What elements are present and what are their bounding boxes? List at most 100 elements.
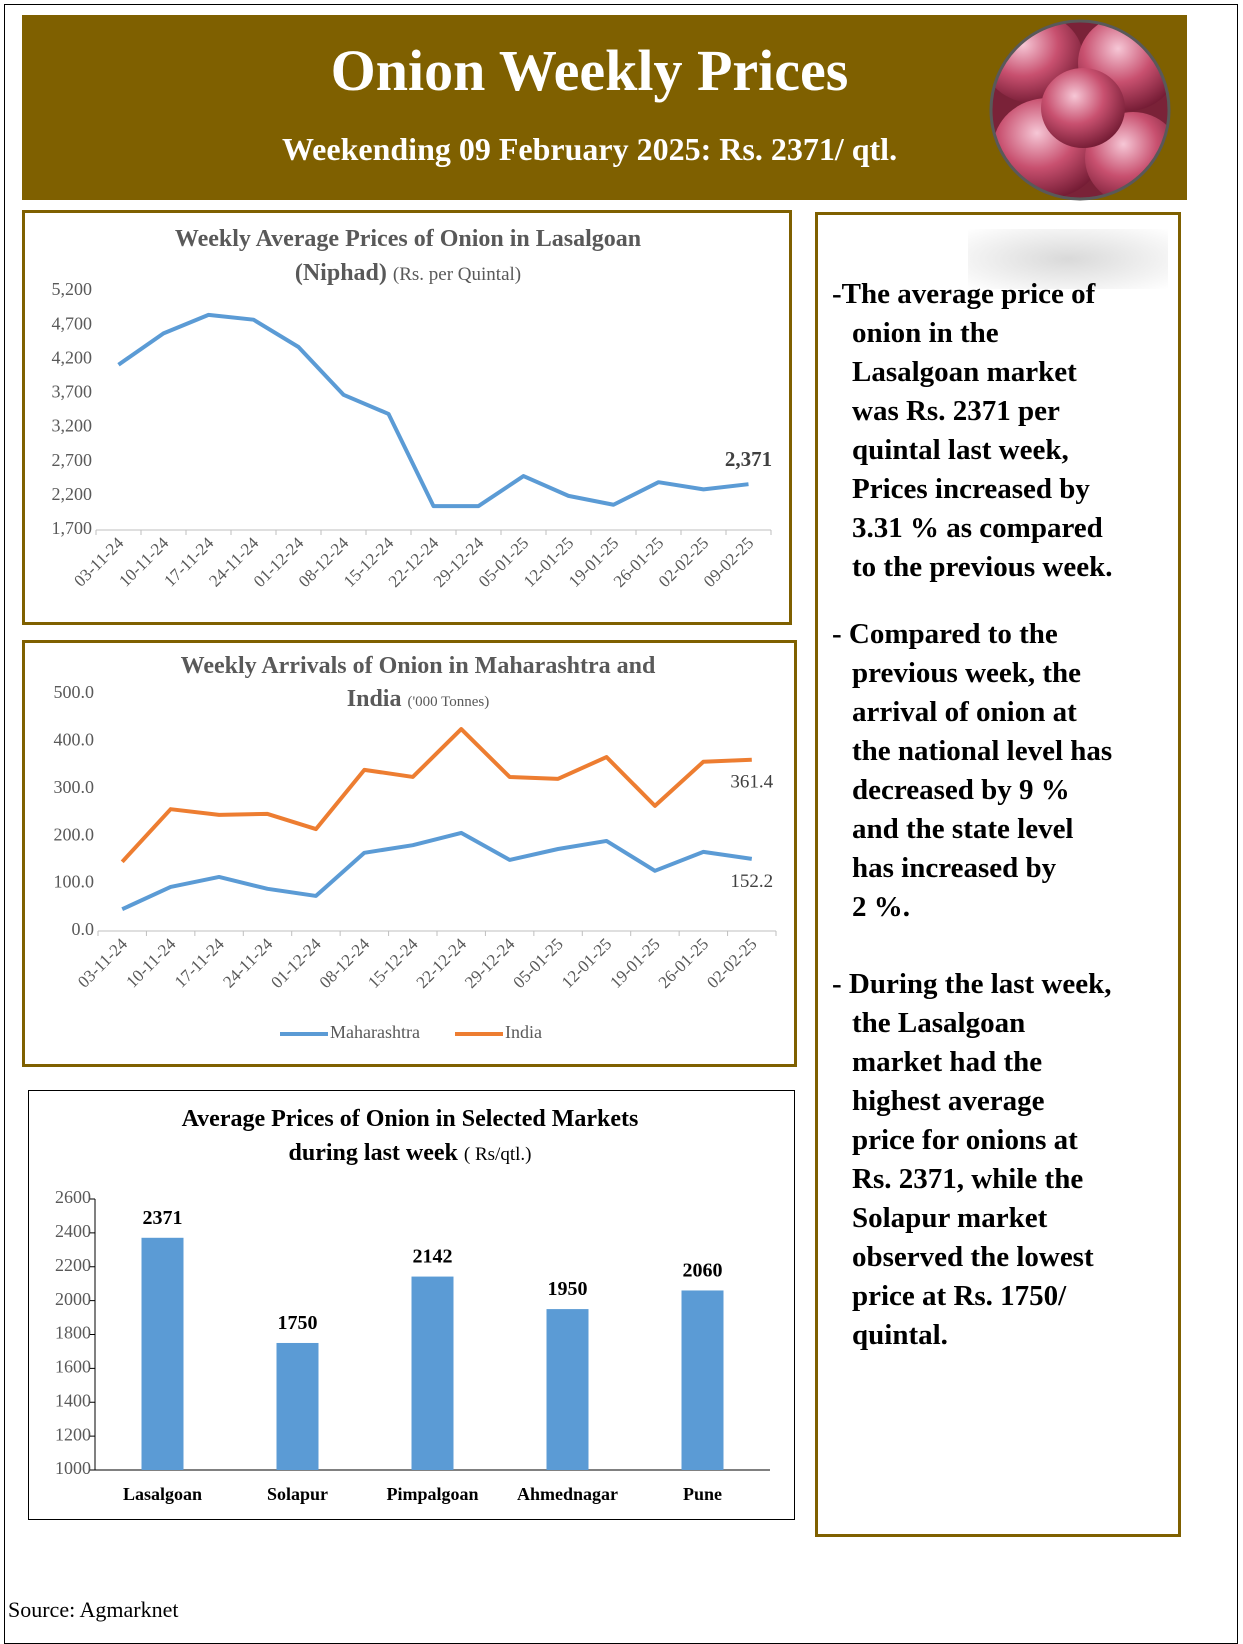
y-tick-label: 2,200 — [52, 484, 93, 504]
data-label: 2142 — [413, 1246, 453, 1268]
chart-subtitle: ( Rs/qtl.) — [464, 1144, 532, 1165]
data-label: 152.2 — [730, 871, 773, 892]
commentary-line: - During the last week, — [832, 965, 1112, 1004]
x-tick-label: 08-12-24 — [316, 934, 374, 992]
x-tick-label: 29-12-24 — [461, 934, 519, 992]
y-tick-label: 0.0 — [72, 919, 95, 939]
commentary-line: decreased by 9 % — [832, 771, 1112, 810]
line-series — [122, 833, 752, 909]
y-tick-label: 300.0 — [54, 777, 95, 797]
chart-title: Weekly Arrivals of Onion in Maharashtra … — [181, 653, 656, 679]
y-tick-label: 400.0 — [54, 730, 95, 750]
commentary-line: - Compared to the — [832, 615, 1112, 654]
y-tick-label: 1800 — [55, 1323, 91, 1343]
page: Onion Weekly Prices Weekending 09 Februa… — [0, 0, 1243, 1629]
chart-subtitle: (Rs. per Quintal) — [393, 264, 521, 285]
line-series — [119, 315, 749, 506]
chart-title-line: India — [347, 686, 402, 712]
chart-title: India ('000 Tonnes) — [347, 686, 490, 712]
y-tick-label: 100.0 — [54, 872, 95, 892]
data-label: 2060 — [683, 1259, 723, 1281]
data-label: 2371 — [143, 1207, 183, 1229]
commentary-line: Lasalgoan market — [832, 353, 1112, 392]
header-subtitle-text: Weekending 09 February 2025: Rs. 2371/ q… — [282, 131, 897, 167]
legend-label: Maharashtra — [330, 1022, 420, 1042]
commentary-line: observed the lowest — [832, 1238, 1112, 1277]
header-title-text: Onion Weekly Prices — [331, 38, 849, 103]
x-tick-label: Pune — [683, 1484, 722, 1504]
y-tick-label: 2600 — [55, 1187, 91, 1207]
y-tick-label: 1600 — [55, 1357, 91, 1377]
x-tick-label: 01-12-24 — [267, 934, 325, 992]
commentary-line: -The average price of — [832, 275, 1112, 314]
chart-title: (Niphad) (Rs. per Quintal) — [295, 260, 521, 286]
commentary-line: Prices increased by — [832, 470, 1112, 509]
y-tick-label: 4,200 — [52, 347, 93, 367]
bar — [547, 1309, 589, 1470]
x-tick-label: 24-11-24 — [219, 934, 276, 991]
x-tick-label: 09-02-25 — [700, 533, 758, 591]
x-tick-label: 15-12-24 — [364, 934, 422, 992]
y-tick-label: 1000 — [55, 1458, 91, 1478]
commentary-line: the national level has — [832, 732, 1112, 771]
legend-label: India — [505, 1022, 542, 1042]
chart-frame: Weekly Average Prices of Onion in Lasalg… — [22, 210, 792, 625]
x-tick-label: 10-11-24 — [122, 934, 179, 991]
commentary-line: 2 %. — [832, 888, 1112, 927]
x-tick-label: 03-11-24 — [74, 934, 131, 991]
chart-subtitle: ('000 Tonnes) — [407, 694, 489, 710]
y-tick-label: 3,700 — [52, 382, 93, 402]
chart-title-line: (Niphad) — [295, 260, 387, 286]
commentary-line: to the previous week. — [832, 548, 1112, 587]
commentary-line: has increased by — [832, 849, 1112, 888]
commentary-line: price for onions at — [832, 1121, 1112, 1160]
commentary-line: highest average — [832, 1082, 1112, 1121]
commentary-line: quintal. — [832, 1316, 1112, 1355]
y-tick-label: 5,200 — [52, 279, 93, 299]
commentary-line: Solapur market — [832, 1199, 1112, 1238]
commentary-line: market had the — [832, 1043, 1112, 1082]
x-tick-label: 17-11-24 — [171, 934, 228, 991]
chart-title: Average Prices of Onion in Selected Mark… — [182, 1106, 639, 1132]
commentary-line: arrival of onion at — [832, 693, 1112, 732]
x-tick-label: 19-01-25 — [606, 934, 664, 992]
x-tick-label: Ahmednagar — [517, 1484, 618, 1504]
chart-frame: Average Prices of Onion in Selected Mark… — [28, 1090, 795, 1520]
bar — [142, 1238, 184, 1470]
chart: Average Prices of Onion in Selected Mark… — [28, 1090, 795, 1520]
data-label: 1750 — [278, 1312, 318, 1334]
y-tick-label: 500.0 — [54, 682, 95, 702]
chart-title: Weekly Average Prices of Onion in Lasalg… — [175, 226, 641, 252]
commentary-line: 3.31 % as compared — [832, 509, 1112, 548]
data-label: 361.4 — [730, 772, 773, 793]
x-tick-label: 05-01-25 — [509, 934, 567, 992]
y-tick-label: 2,700 — [52, 450, 93, 470]
y-tick-label: 1,700 — [52, 518, 93, 538]
commentary-line: the Lasalgoan — [832, 1004, 1112, 1043]
bar — [682, 1290, 724, 1470]
y-tick-label: 2400 — [55, 1221, 91, 1241]
y-tick-label: 2200 — [55, 1255, 91, 1275]
bar — [412, 1277, 454, 1470]
chart: Weekly Average Prices of Onion in Lasalg… — [22, 210, 792, 625]
chart-title: during last week( Rs/qtl.) — [289, 1140, 532, 1166]
x-tick-label: 12-01-25 — [558, 934, 616, 992]
x-tick-label: 22-12-24 — [413, 934, 471, 992]
y-tick-label: 200.0 — [54, 824, 95, 844]
line-series — [122, 729, 752, 862]
data-label: 1950 — [548, 1278, 588, 1300]
y-tick-label: 1200 — [55, 1424, 91, 1444]
chart-title-line: during last week — [289, 1140, 459, 1166]
y-tick-label: 3,200 — [52, 416, 93, 436]
y-tick-label: 4,700 — [52, 313, 93, 333]
data-label: 2,371 — [725, 447, 772, 471]
commentary-line: was Rs. 2371 per — [832, 392, 1112, 431]
commentary-line: previous week, the — [832, 654, 1112, 693]
commentary-line: price at Rs. 1750/ — [832, 1277, 1112, 1316]
commentary-line: Rs. 2371, while the — [832, 1160, 1112, 1199]
commentary-line: onion in the — [832, 314, 1112, 353]
